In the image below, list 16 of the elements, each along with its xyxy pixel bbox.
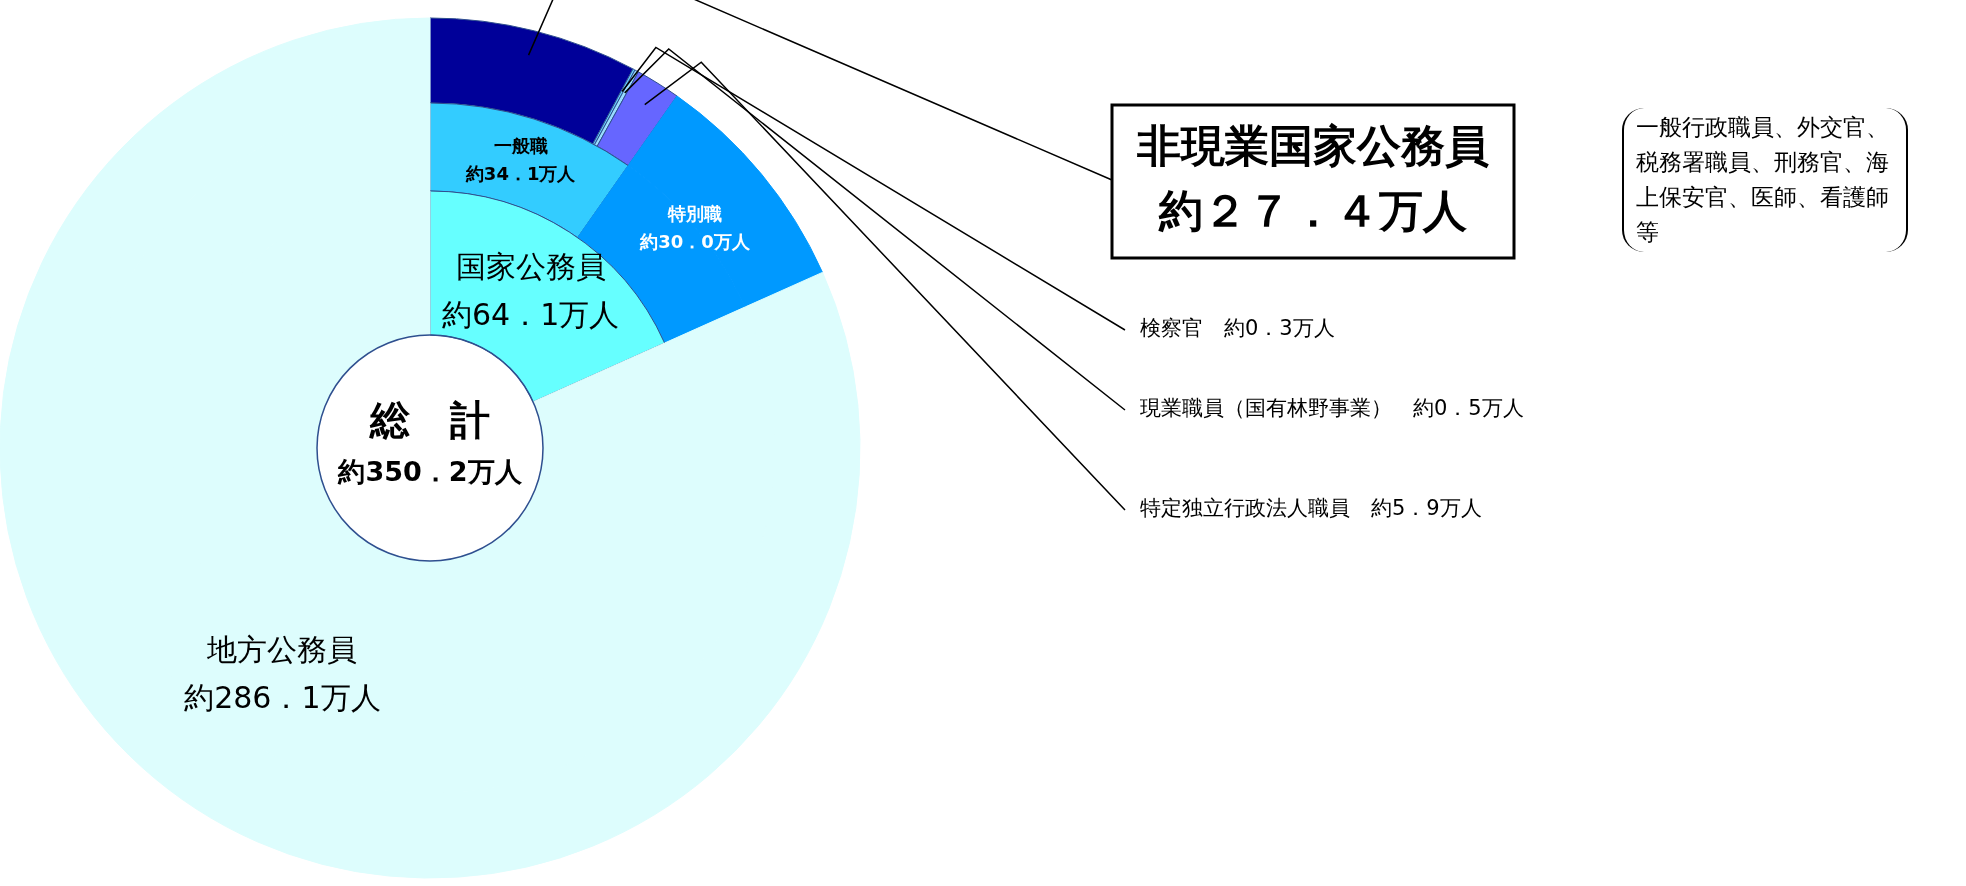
text: 一般行政職員、外交官、税務署職員、刑務官、海上保安官、医師、看護師等 <box>1622 108 1908 252</box>
slice-label: 非現業国家公務員 <box>1136 120 1489 172</box>
slice-label: 国家公務員 <box>455 248 606 284</box>
data-label: 約２７．４万人 <box>1158 185 1467 237</box>
data-label: 約30．0万人 <box>639 231 751 253</box>
slice-label: 検察官 約0．3万人 <box>1140 316 1335 341</box>
slice-label: 特別職 <box>666 203 722 225</box>
slice-label: 現業職員（国有林野事業） 約0．5万人 <box>1140 396 1524 421</box>
data-label: 約34．1万人 <box>464 162 577 184</box>
slice-label: 特定独立行政法人職員 約5．9万人 <box>1140 496 1482 521</box>
text: 総 計 <box>369 397 490 444</box>
text: 約350．2万人 <box>337 456 523 488</box>
slice-label: 地方公務員 <box>206 631 358 667</box>
data-label: 約286．1万人 <box>184 679 381 715</box>
slice-label: 一般職 <box>493 134 548 156</box>
data-label: 約64．1万人 <box>441 296 620 332</box>
